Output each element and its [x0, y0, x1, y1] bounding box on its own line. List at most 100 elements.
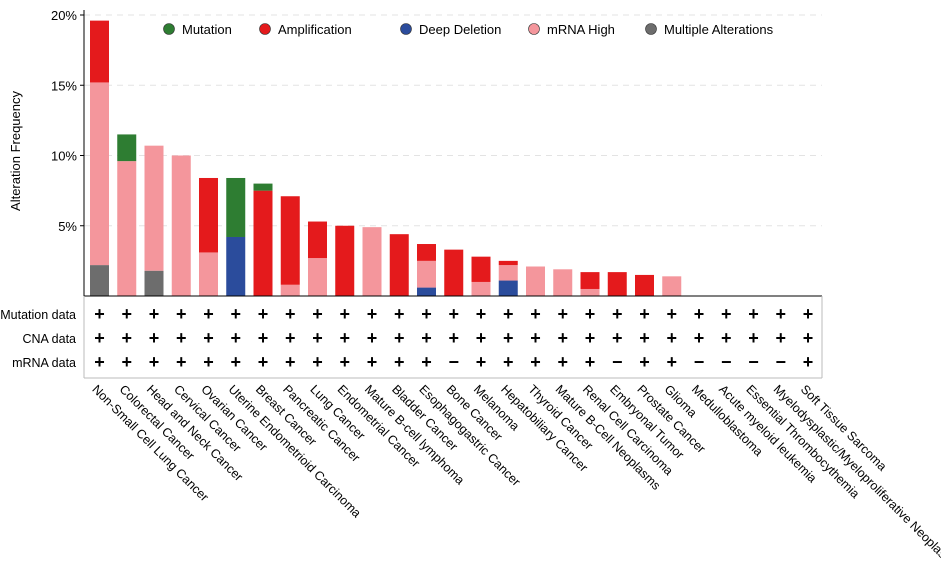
- profile-symbol: +: [639, 328, 650, 348]
- profile-symbol: −: [748, 352, 759, 372]
- bar-segment-mrna-high: [199, 252, 218, 296]
- profile-symbol: +: [775, 328, 786, 348]
- profile-symbol: −: [775, 352, 786, 372]
- x-tick-label: Myelodysplastic/Myeloproliferative Neopl…: [771, 382, 941, 573]
- y-tick-label: 20%: [51, 8, 77, 23]
- x-tick-label: Essential Thrombocythemia: [743, 382, 862, 501]
- profile-symbol: +: [285, 328, 296, 348]
- bar-segment-mrna-high: [526, 266, 545, 296]
- profile-symbol: +: [503, 352, 514, 372]
- profile-symbol: +: [312, 352, 323, 372]
- profile-symbol: +: [258, 304, 269, 324]
- bar-segment-mrna-high: [90, 82, 109, 266]
- bar-segment-mrna-high: [498, 265, 518, 281]
- bar-segment-mrna-high: [553, 269, 573, 296]
- profile-symbol: +: [503, 304, 514, 324]
- profile-symbol: +: [394, 352, 405, 372]
- profile-symbol: +: [476, 352, 487, 372]
- profile-symbol: +: [557, 328, 568, 348]
- profile-symbol: +: [585, 328, 596, 348]
- profile-symbol: +: [530, 352, 541, 372]
- bar-segment-deep-deletion: [417, 287, 436, 296]
- legend-marker: [645, 23, 657, 35]
- legend-label: Multiple Alterations: [664, 22, 774, 37]
- legend-label: Mutation: [182, 22, 232, 37]
- legend-marker: [163, 23, 175, 35]
- bar-segment-mrna-high: [471, 281, 491, 296]
- profile-symbol: +: [203, 328, 214, 348]
- profile-symbol: −: [721, 352, 732, 372]
- profile-symbol: +: [230, 352, 241, 372]
- profile-symbol: +: [367, 328, 378, 348]
- profile-symbol: +: [448, 304, 459, 324]
- profile-symbol: −: [694, 352, 705, 372]
- bar-segment-mutation: [253, 183, 273, 191]
- profile-symbol: +: [394, 328, 405, 348]
- legend-label: Deep Deletion: [419, 22, 501, 37]
- bar-segment-mrna-high: [117, 161, 137, 296]
- bar-segment-mrna-high: [580, 288, 600, 296]
- bar-segment-amplification: [389, 234, 409, 296]
- profile-symbol: +: [230, 304, 241, 324]
- profile-symbol: +: [639, 352, 650, 372]
- profile-symbol: +: [666, 304, 677, 324]
- profile-symbol: +: [367, 304, 378, 324]
- profile-symbol: +: [530, 328, 541, 348]
- profile-symbol: +: [121, 352, 132, 372]
- bar-segment-amplification: [335, 225, 355, 296]
- legend: Mutation Amplification Deep Deletion mRNA H…: [163, 22, 774, 37]
- bar-segment-amplification: [580, 272, 600, 289]
- profile-symbol: +: [94, 304, 105, 324]
- profile-symbol: +: [203, 304, 214, 324]
- profile-symbol: +: [312, 328, 323, 348]
- profile-symbol: +: [476, 304, 487, 324]
- profile-symbol: +: [721, 328, 732, 348]
- y-tick-label: 10%: [51, 149, 77, 164]
- profile-symbol: +: [339, 304, 350, 324]
- profile-symbol: +: [748, 304, 759, 324]
- bar-segment-mrna-high: [308, 258, 327, 296]
- bar-segment-mrna-high: [362, 227, 382, 296]
- profile-symbol: +: [176, 352, 187, 372]
- profile-symbol: +: [149, 304, 160, 324]
- y-tick-label: 15%: [51, 78, 77, 93]
- legend-marker: [528, 23, 540, 35]
- bar-segment-amplification: [607, 272, 627, 296]
- profile-symbol: +: [176, 304, 187, 324]
- profile-symbol: +: [748, 328, 759, 348]
- profile-symbol: +: [421, 352, 432, 372]
- profile-symbol: +: [149, 328, 160, 348]
- y-axis: 5% 10% 15% 20% Alteration Frequency: [8, 8, 85, 296]
- bar-segment-amplification: [498, 260, 518, 266]
- profile-symbol: +: [94, 328, 105, 348]
- profile-symbol: +: [803, 352, 814, 372]
- profile-symbol: +: [585, 352, 596, 372]
- bar-segment-mrna-high: [662, 276, 682, 296]
- profile-symbol: +: [121, 328, 132, 348]
- profile-symbol: +: [421, 328, 432, 348]
- legend-label: mRNA High: [547, 22, 615, 37]
- profile-symbol: +: [121, 304, 132, 324]
- profile-symbol: +: [557, 352, 568, 372]
- profile-row-label: Mutation data: [0, 308, 76, 322]
- profile-symbol: +: [503, 328, 514, 348]
- profile-symbol: +: [367, 352, 378, 372]
- profile-symbol: +: [149, 352, 160, 372]
- bar-segment-mrna-high: [144, 145, 164, 271]
- y-tick-label: 5%: [58, 219, 77, 234]
- profile-row-label: mRNA data: [12, 356, 76, 370]
- profile-symbol: +: [612, 328, 623, 348]
- bar-segment-mrna-high: [171, 155, 191, 296]
- bar-segment-multiple-alterations: [144, 270, 164, 296]
- profile-symbol: +: [230, 328, 241, 348]
- bar-segment-amplification: [280, 196, 300, 285]
- bar-segment-amplification: [417, 244, 436, 261]
- profile-symbol: +: [557, 304, 568, 324]
- legend-marker: [400, 23, 412, 35]
- profile-symbol: +: [258, 328, 269, 348]
- y-ticks: 5% 10% 15% 20%: [51, 8, 84, 234]
- profile-symbol: +: [639, 304, 650, 324]
- bar-segment-amplification: [444, 249, 464, 296]
